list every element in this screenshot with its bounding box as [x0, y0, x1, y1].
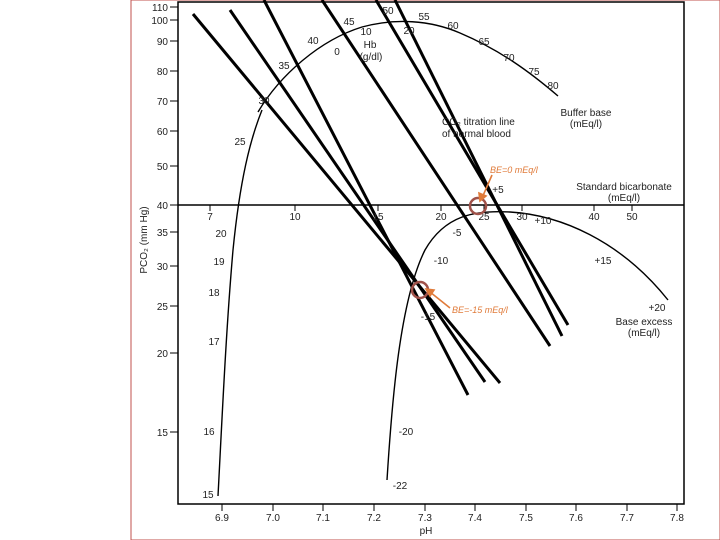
std-bicarb-value: 15 — [202, 490, 214, 501]
buffer-base-value: 30 — [258, 96, 270, 107]
base-excess-value: +15 — [595, 256, 612, 267]
slide-border — [130, 0, 720, 540]
std-bicarb-value: 19 — [213, 257, 225, 268]
std-bicarb-value: 16 — [203, 427, 215, 438]
hb-value: 10 — [360, 27, 372, 38]
base-excess-value: -20 — [399, 427, 414, 438]
plot-frame — [177, 1, 685, 505]
base-excess-value: +10 — [535, 216, 552, 227]
base-excess-value: +20 — [649, 303, 666, 314]
hb-title: Hb — [364, 40, 377, 51]
be-zero-marker — [468, 196, 488, 216]
y-ticks — [170, 6, 178, 433]
standard-bicarbonate-curve — [217, 109, 263, 497]
annotation-arrows — [424, 174, 493, 309]
x-tick-label: 7.1 — [316, 513, 330, 524]
x-tick-label: 7.4 — [468, 513, 482, 524]
y-tick-label: 25 — [157, 302, 169, 313]
x-tick-labels: 6.9 7.0 7.1 7.2 7.3 7.4 7.5 7.6 7.7 7.8 — [215, 513, 684, 524]
hb-unit: (g/dl) — [360, 52, 383, 63]
co2-titration-lines — [191, 0, 570, 396]
std-bicarb-value: 20 — [215, 229, 227, 240]
std-bicarb-value: 25 — [478, 212, 490, 223]
buffer-base-value: 45 — [343, 17, 355, 28]
std-bicarb-value: 10 — [289, 212, 301, 223]
std-bicarb-values: 7 10 15 20 25 30 40 50 20 19 18 17 16 15 — [202, 212, 638, 501]
base-excess-curve — [386, 210, 669, 481]
buffer-base-unit: (mEq/l) — [570, 119, 602, 130]
y-tick-label: 40 — [157, 201, 169, 212]
buffer-base-curve — [257, 20, 559, 113]
x-axis-title: pH — [420, 526, 433, 537]
buffer-base-value: 40 — [307, 36, 319, 47]
be-minus15-annotation: BE=-15 mEq/l — [452, 305, 509, 315]
y-tick-labels: 110 100 90 80 70 60 50 40 35 30 25 20 15 — [151, 3, 168, 439]
y-tick-label: 100 — [151, 16, 168, 27]
y-tick-label: 15 — [157, 428, 169, 439]
x-tick-label: 7.3 — [418, 513, 432, 524]
hb-scale: 0 10 20 Hb (g/dl) — [334, 26, 415, 63]
be-zero-annotation: BE=0 mEq/l — [490, 165, 539, 175]
buffer-base-value: 55 — [418, 12, 430, 23]
y-tick-label: 70 — [157, 97, 169, 108]
y-tick-label: 90 — [157, 37, 169, 48]
x-tick-label: 7.7 — [620, 513, 634, 524]
base-excess-unit: (mEq/l) — [628, 328, 660, 339]
buffer-base-values: 25 30 35 40 45 50 55 60 65 70 75 80 — [234, 6, 559, 148]
x-tick-label: 7.6 — [569, 513, 583, 524]
base-excess-value: +5 — [492, 185, 504, 196]
y-tick-label: 110 — [152, 3, 168, 14]
buffer-base-value: 60 — [447, 21, 459, 32]
std-bicarb-title: Standard bicarbonate — [576, 182, 672, 193]
y-tick-label: 20 — [157, 349, 169, 360]
std-bicarb-value: 50 — [626, 212, 638, 223]
y-tick-label: 30 — [157, 262, 169, 273]
y-tick-label: 80 — [157, 67, 169, 78]
y-tick-label: 50 — [157, 162, 169, 173]
base-excess-value: -10 — [434, 256, 449, 267]
std-bicarb-value: 40 — [588, 212, 600, 223]
buffer-base-value: 35 — [278, 61, 290, 72]
buffer-base-title: Buffer base — [561, 108, 612, 119]
base-excess-values: +5 -5 -10 -15 -20 -22 +10 +15 +20 — [393, 185, 666, 492]
x-ticks — [221, 504, 678, 511]
std-bicarb-value: 20 — [435, 212, 447, 223]
y-tick-label: 35 — [157, 228, 169, 239]
x-tick-label: 6.9 — [215, 513, 229, 524]
x-tick-label: 7.8 — [670, 513, 684, 524]
buffer-base-value: 25 — [234, 137, 246, 148]
base-excess-value: -15 — [421, 312, 436, 323]
std-bicarb-value: 18 — [208, 288, 220, 299]
co2-titration-label-line2: of normal blood — [442, 129, 511, 140]
buffer-base-value: 80 — [547, 81, 559, 92]
co2-titration-label-line1: CO₂ titration line — [442, 117, 515, 128]
std-bicarb-unit: (mEq/l) — [608, 193, 640, 204]
std-bicarb-value: 15 — [372, 212, 384, 223]
base-excess-title: Base excess — [616, 317, 673, 328]
base-excess-value: -5 — [453, 228, 462, 239]
y-tick-label: 60 — [157, 127, 169, 138]
x-tick-label: 7.0 — [266, 513, 280, 524]
std-bicarb-value: 7 — [207, 212, 213, 223]
hb-value: 0 — [334, 47, 340, 58]
buffer-base-value: 75 — [528, 67, 540, 78]
buffer-base-value: 65 — [478, 37, 490, 48]
std-bicarb-value: 30 — [516, 212, 528, 223]
buffer-base-value: 50 — [382, 6, 394, 17]
x-tick-label: 7.5 — [519, 513, 533, 524]
base-excess-value: -22 — [393, 481, 408, 492]
x-tick-label: 7.2 — [367, 513, 381, 524]
buffer-base-value: 70 — [503, 53, 515, 64]
hb-value: 20 — [403, 26, 415, 37]
y-axis-title: PCO₂ (mm Hg) — [139, 206, 150, 273]
std-bicarb-value: 17 — [208, 337, 220, 348]
